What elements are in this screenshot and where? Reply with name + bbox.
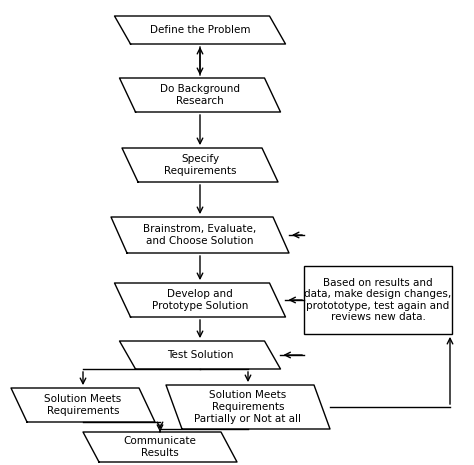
Polygon shape [115,16,285,44]
Polygon shape [83,432,237,462]
Text: Develop and
Prototype Solution: Develop and Prototype Solution [152,289,248,311]
Text: Communicate
Results: Communicate Results [124,436,196,458]
Text: Based on results and
data, make design changes,
protototype, test again and
revi: Based on results and data, make design c… [304,278,452,322]
Polygon shape [115,283,285,317]
Polygon shape [166,385,330,429]
Bar [304,266,452,334]
Polygon shape [119,341,281,369]
Text: Solution Meets
Requirements: Solution Meets Requirements [45,394,122,416]
Text: Specify
Requirements: Specify Requirements [164,154,236,176]
Polygon shape [119,78,281,112]
Text: Define the Problem: Define the Problem [150,25,250,35]
Text: Test Solution: Test Solution [167,350,233,360]
Text: Brainstrom, Evaluate,
and Choose Solution: Brainstrom, Evaluate, and Choose Solutio… [143,224,256,246]
Polygon shape [111,217,289,253]
Polygon shape [11,388,155,422]
Polygon shape [122,148,278,182]
Text: Do Background
Research: Do Background Research [160,84,240,106]
Text: Solution Meets
Requirements
Partially or Not at all: Solution Meets Requirements Partially or… [194,391,301,424]
